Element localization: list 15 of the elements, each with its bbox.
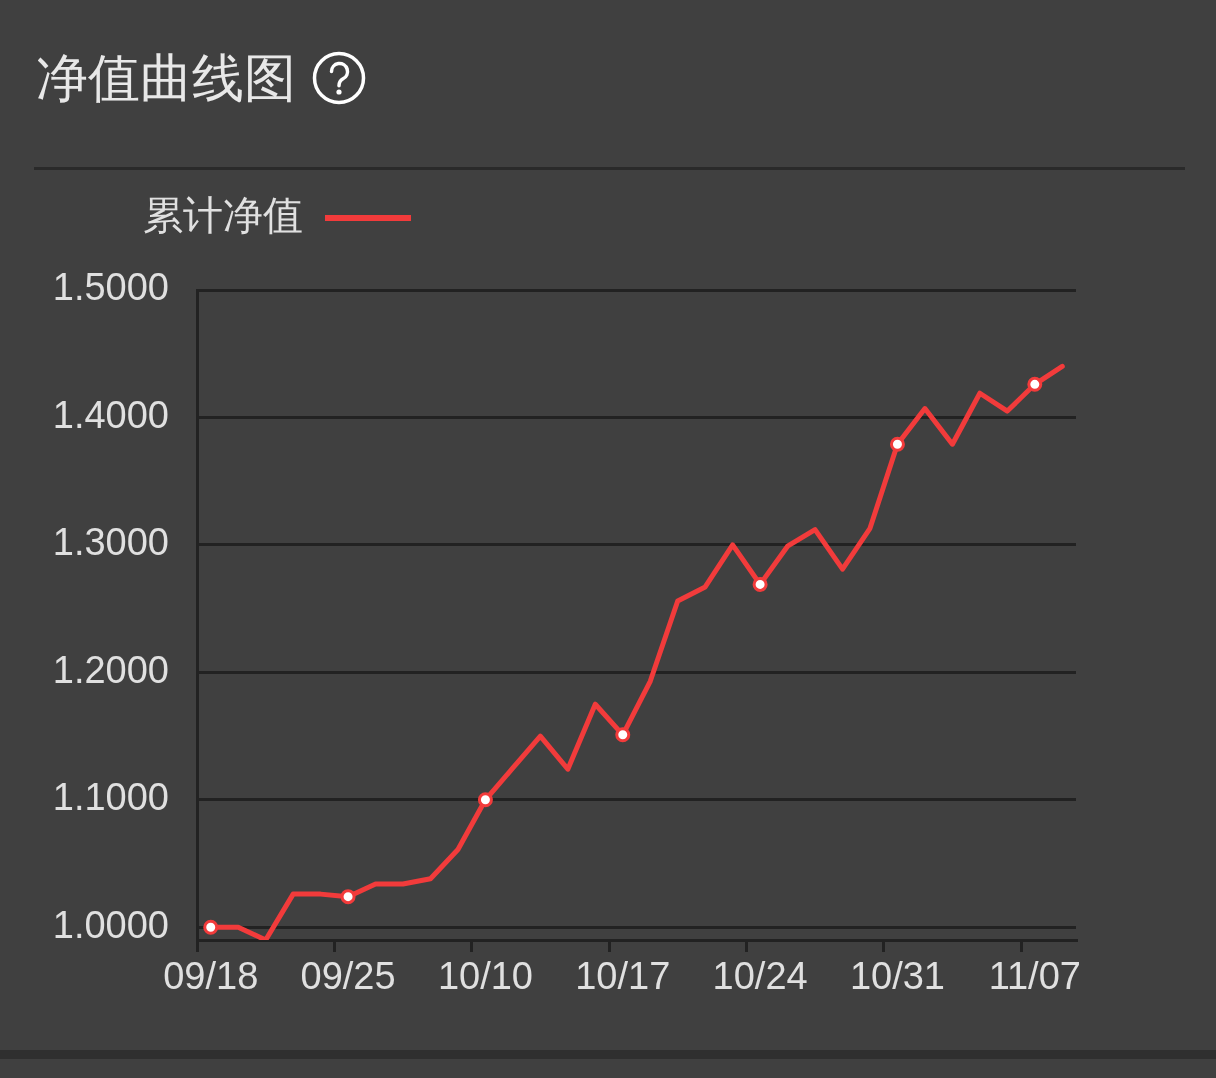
y-tick-label: 1.2000 (52, 648, 169, 691)
x-tick-label: 11/07 (988, 955, 1081, 998)
legend-label: 累计净值 (143, 193, 303, 238)
y-tick-label: 1.4000 (52, 393, 169, 436)
x-tick-label: 10/10 (437, 955, 533, 998)
x-tick-label: 09/18 (163, 955, 259, 998)
x-tick-label: 10/31 (849, 955, 945, 998)
y-tick-label: 1.3000 (52, 521, 169, 564)
chart-title: 净值曲线图 (36, 48, 296, 109)
y-tick-label: 1.1000 (52, 776, 169, 819)
y-tick-label: 1.0000 (52, 903, 169, 946)
x-tick-label: 10/17 (575, 955, 671, 998)
x-tick-label: 09/25 (300, 955, 396, 998)
y-tick-label: 1.5000 (52, 266, 169, 309)
x-tick-label: 10/24 (712, 955, 808, 998)
